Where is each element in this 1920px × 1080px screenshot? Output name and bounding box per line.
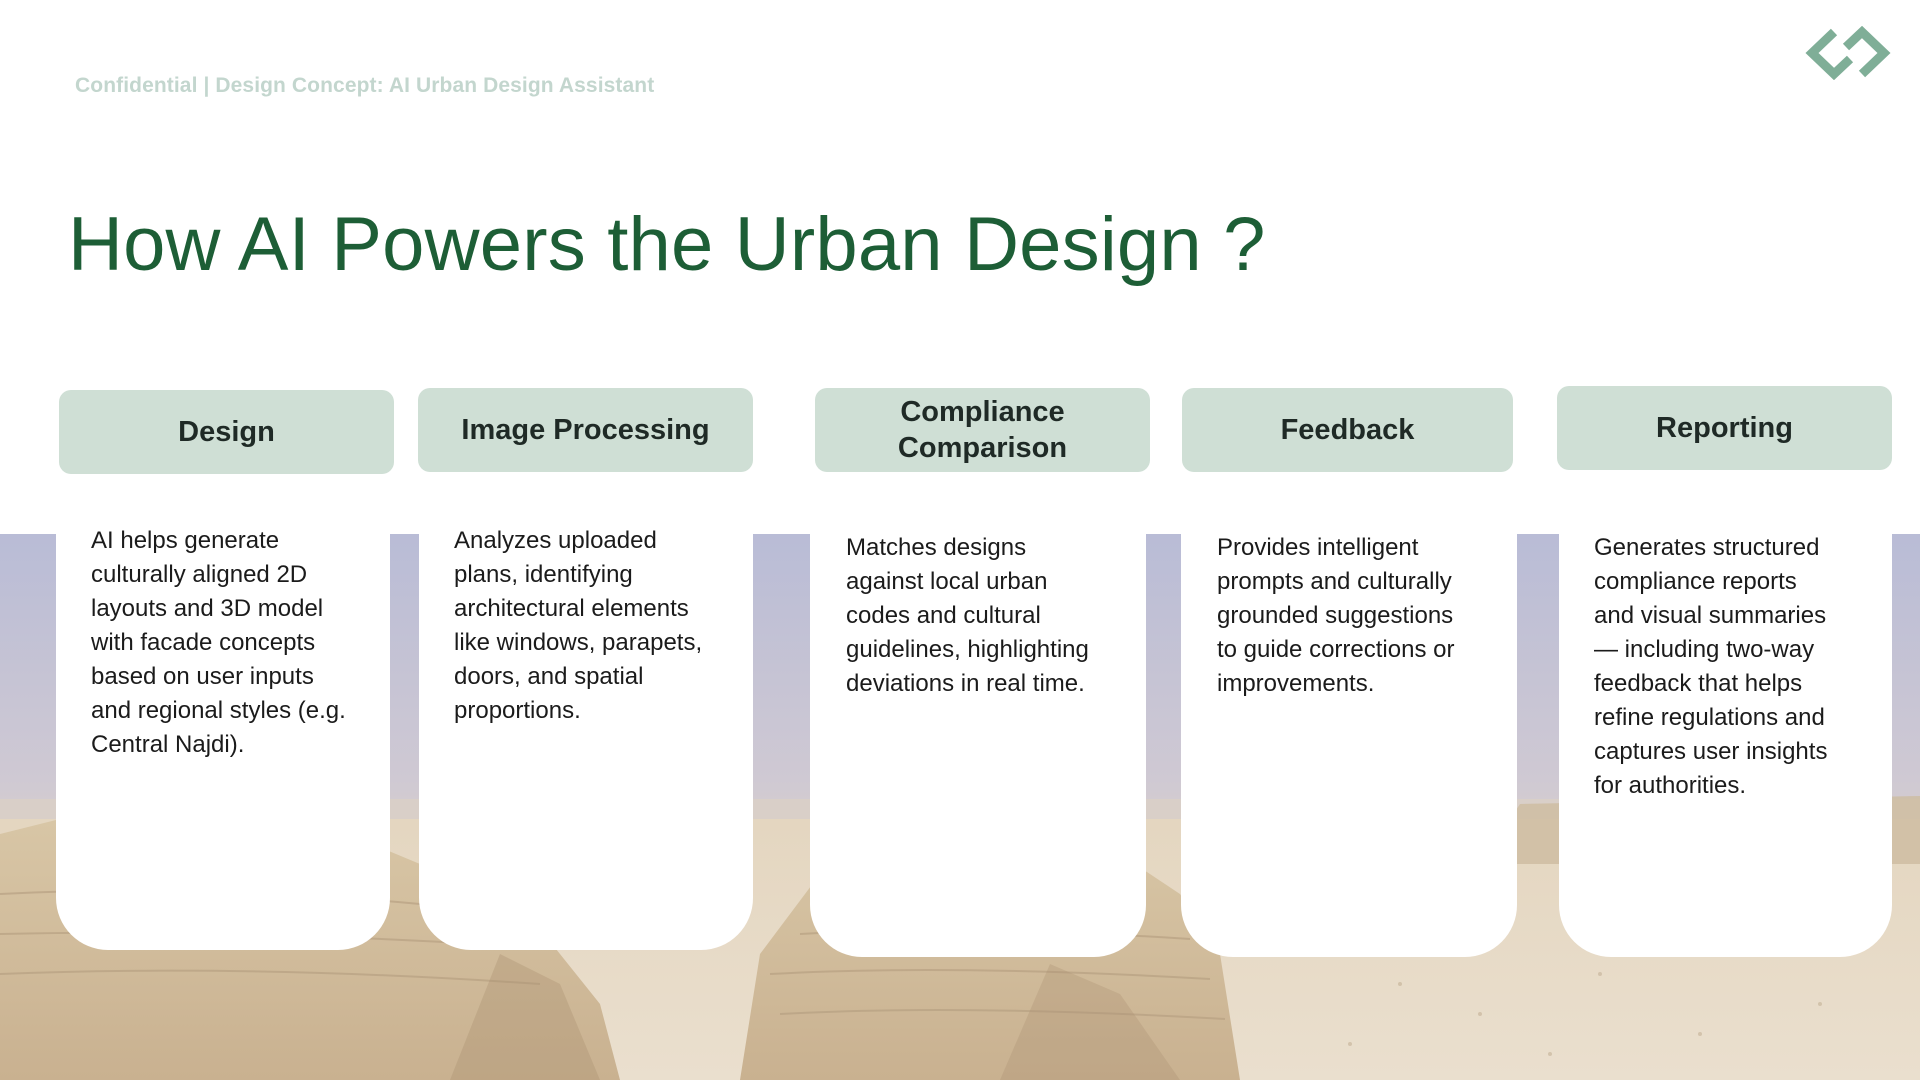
card-reporting: [1559, 430, 1892, 957]
card-body-reporting: Generates structured compliance reports …: [1594, 531, 1884, 803]
card-title: Image Processing: [461, 414, 710, 446]
confidential-label: Confidential | Design Concept: AI Urban …: [75, 74, 655, 97]
card-header-image-processing: Image Processing: [418, 388, 753, 472]
card-description: Provides intelligent prompts and cultura…: [1217, 534, 1455, 697]
card-title: Reporting: [1656, 412, 1793, 444]
card-header-design: Design: [59, 390, 394, 474]
card-description: Matches designs against local urban code…: [846, 534, 1089, 697]
card-title: Feedback: [1280, 414, 1415, 446]
card-body-image-processing: Analyzes uploaded plans, identifying arc…: [454, 524, 744, 728]
card-image-processing: [419, 430, 753, 950]
card-header-compliance-comparison: Compliance Comparison: [815, 388, 1150, 472]
card-header-feedback: Feedback: [1182, 388, 1513, 472]
page-title: How AI Powers the Urban Design ?: [68, 201, 1266, 287]
card-body-feedback: Provides intelligent prompts and cultura…: [1217, 531, 1507, 701]
card-description: Analyzes uploaded plans, identifying arc…: [454, 527, 703, 724]
card-compliance-comparison: [810, 430, 1146, 957]
card-header-reporting: Reporting: [1557, 386, 1892, 470]
card-body-design: AI helps generate culturally aligned 2D …: [91, 524, 381, 762]
card-feedback: [1181, 430, 1517, 957]
chain-link-diamond-icon: [1804, 25, 1892, 81]
card-design: [56, 430, 390, 950]
card-title: Compliance Comparison: [897, 396, 1068, 464]
card-description: AI helps generate culturally aligned 2D …: [91, 527, 346, 758]
card-body-compliance-comparison: Matches designs against local urban code…: [846, 531, 1136, 701]
card-description: Generates structured compliance reports …: [1594, 534, 1828, 799]
card-title: Design: [178, 416, 275, 448]
